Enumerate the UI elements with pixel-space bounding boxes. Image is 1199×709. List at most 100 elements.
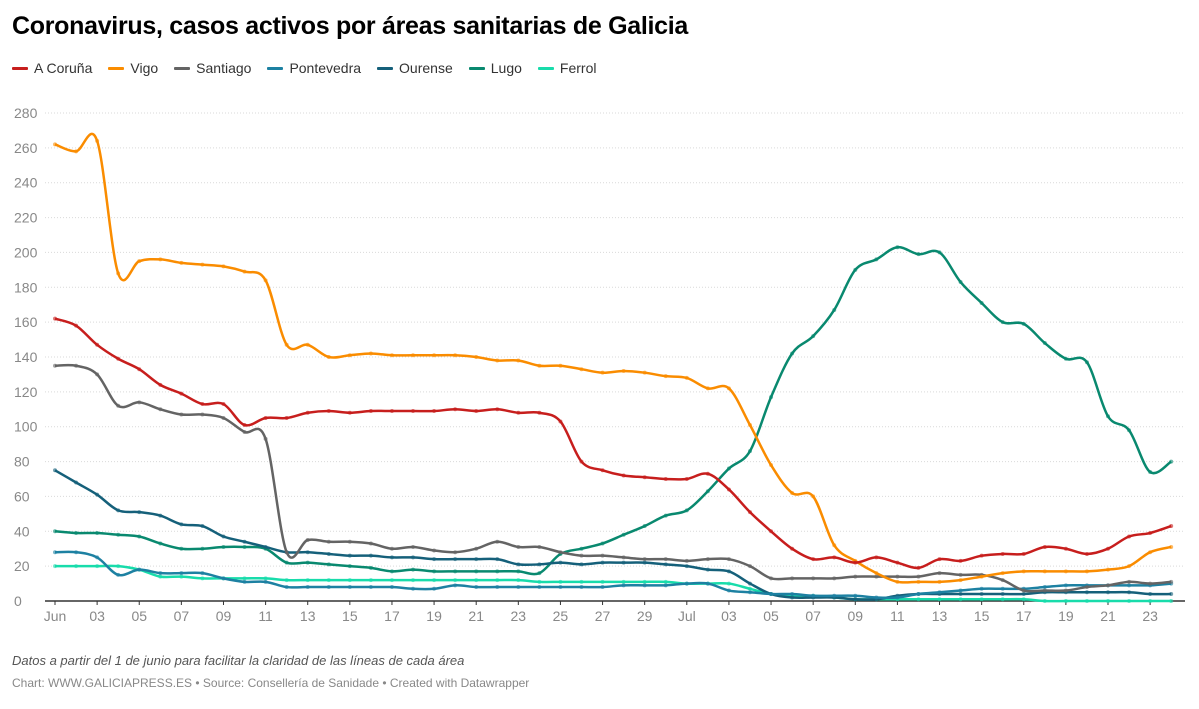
y-tick-label: 260 [14,140,38,156]
data-point [95,555,100,560]
data-point [663,583,668,588]
data-point [621,555,626,560]
data-point [411,555,416,560]
data-point [158,571,163,576]
data-point [200,546,205,551]
data-point [263,579,268,584]
x-tick-label: 19 [426,608,442,624]
data-point [411,578,416,583]
data-point [979,574,984,579]
data-point [1127,564,1132,569]
data-point [305,578,310,583]
data-point [705,581,710,586]
data-point [621,560,626,565]
data-point [705,567,710,572]
data-point [347,539,352,544]
data-point [558,579,563,584]
data-point [495,358,500,363]
data-point [726,386,731,391]
series-line-santiago [54,363,1172,593]
data-point [1084,551,1089,556]
x-tick-label: Jun [44,608,67,624]
data-point [600,585,605,590]
data-point [116,271,121,276]
data-point [684,564,689,569]
data-point [600,579,605,584]
legend-label: A Coruña [34,60,93,76]
data-point [432,569,437,574]
x-tick-label: 13 [300,608,316,624]
data-point [389,578,394,583]
data-point [1084,599,1089,603]
y-tick-label: 0 [14,593,22,609]
data-point [347,585,352,590]
data-point [1169,599,1174,603]
data-point [1106,567,1110,572]
data-point [726,569,731,574]
data-point [326,409,331,414]
data-point [1127,579,1132,584]
data-point [158,407,163,412]
data-point [474,546,479,551]
data-point [242,579,247,584]
x-tick-label: 23 [511,608,527,624]
data-point [200,571,205,576]
data-point [747,590,752,595]
data-point [579,585,584,590]
data-point [1148,592,1153,597]
data-point [179,546,184,551]
data-point [53,468,57,473]
data-point [895,245,900,250]
data-point [284,342,289,347]
x-tick-label: 25 [553,608,569,624]
data-point [853,593,858,598]
data-point [790,592,795,597]
data-point [1106,583,1110,588]
data-point [895,560,900,565]
data-point [684,508,689,513]
data-point [368,578,373,583]
x-tick-label: 21 [468,608,484,624]
data-point [579,367,584,372]
data-point [221,544,226,549]
data-point [684,558,689,563]
x-tick-label: 15 [974,608,990,624]
data-point [1148,599,1153,603]
data-point [874,571,879,576]
data-point [474,585,479,590]
y-tick-label: 240 [14,175,38,191]
data-point [137,259,142,264]
data-point [600,541,605,546]
data-point [811,494,816,499]
x-tick-label: 15 [342,608,358,624]
data-point [474,578,479,583]
data-point [1063,583,1068,588]
data-point [663,562,668,567]
data-point [705,386,710,391]
legend-swatch [377,66,394,70]
data-point [179,260,184,265]
data-point [895,574,900,579]
data-point [1021,551,1026,556]
data-point [305,538,310,542]
data-point [853,574,858,579]
data-point [979,586,984,591]
data-point [53,363,57,368]
data-point [726,487,731,492]
data-point [263,416,268,420]
data-point [1000,592,1005,597]
data-point [579,546,584,551]
data-point [305,560,310,565]
data-point [979,553,984,558]
series-line-vigo [54,132,1172,584]
legend-label: Ourense [399,60,453,76]
data-point [389,569,394,574]
series-line-lugo [54,245,1172,576]
x-tick-label: 17 [384,608,400,624]
series-line-ferrol [54,564,1172,603]
data-point [74,323,79,328]
data-point [116,356,121,361]
data-point [411,353,416,358]
data-point [811,557,816,562]
data-point [1000,586,1005,591]
